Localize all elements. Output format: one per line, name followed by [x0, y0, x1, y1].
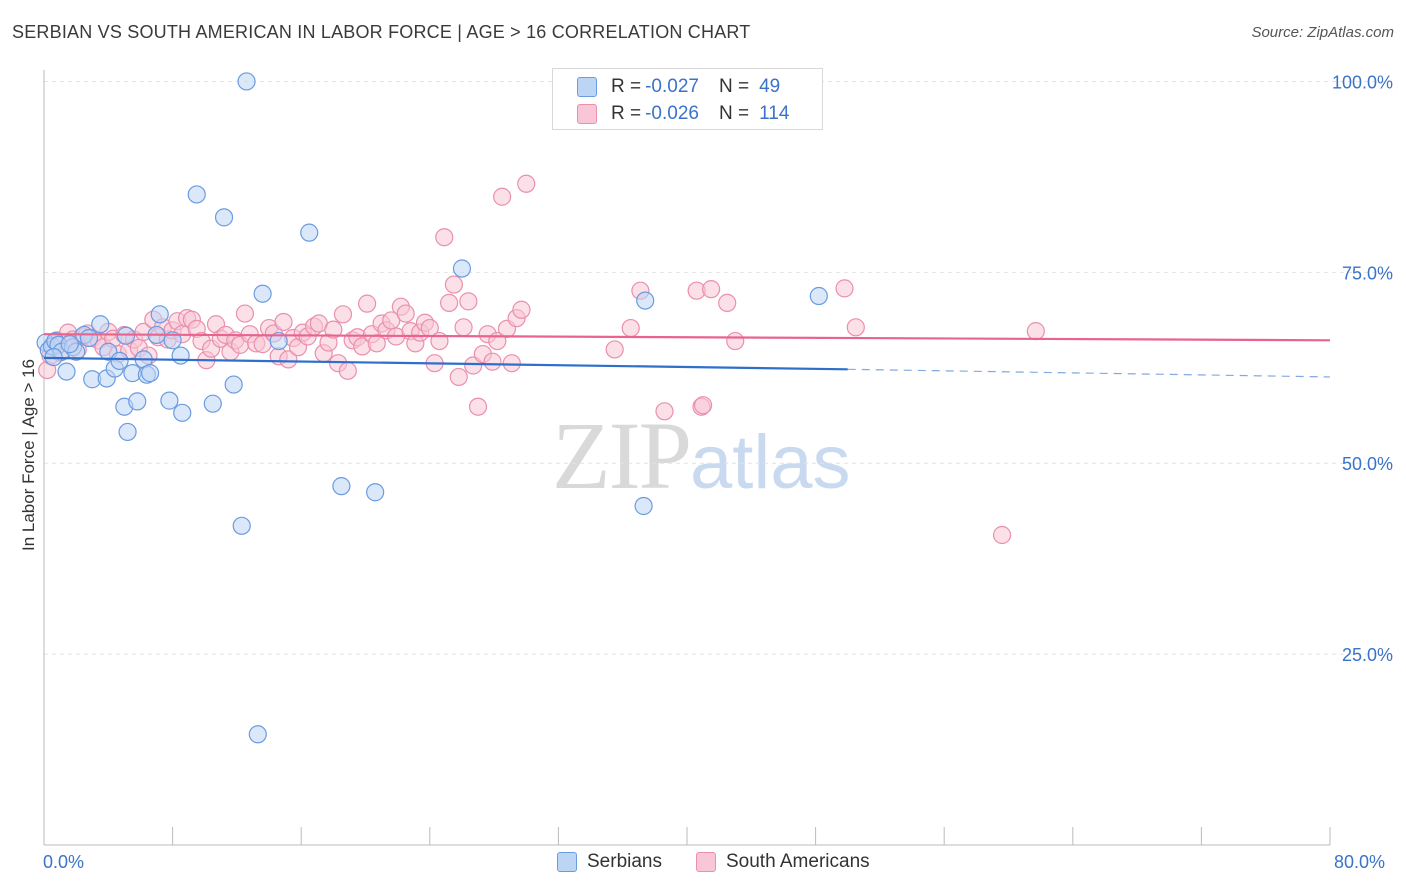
south-american-point	[279, 350, 298, 369]
south-american-point	[483, 352, 502, 371]
legend-swatch-south-americans	[577, 104, 597, 124]
serbian-point	[118, 422, 137, 442]
south-american-point	[702, 280, 721, 299]
south-american-point	[512, 300, 531, 319]
south-american-point	[235, 304, 255, 323]
y-tick-label: 100.0%	[1332, 72, 1393, 92]
legend-row-serbians: R = -0.027 N = 49	[577, 75, 780, 99]
series-legend: Serbians South Americans	[557, 851, 904, 873]
south-american-point	[444, 275, 464, 294]
south-american-point	[726, 331, 745, 351]
serbian-point	[203, 394, 222, 413]
ytick-layer: 25.0% 50.0% 75.0% 100.0%	[1332, 72, 1393, 665]
legend-item-serbians[interactable]: Serbians	[557, 851, 662, 873]
y-tick-label: 75.0%	[1342, 263, 1393, 283]
serbian-point	[60, 335, 79, 354]
south-american-point	[449, 367, 468, 387]
south-american-point	[468, 397, 488, 416]
south-american-point	[396, 304, 415, 323]
south-american-point	[333, 305, 353, 324]
serbian-point	[253, 284, 272, 303]
serbian-point	[128, 392, 147, 411]
axis-layer	[43, 70, 1331, 846]
serbian-trend-extension	[847, 368, 1331, 378]
legend-r-value: -0.026	[645, 103, 699, 124]
legend-n-label: N =	[718, 103, 750, 124]
south-american-point	[621, 318, 640, 338]
south-american-point	[992, 525, 1012, 545]
legend-n-value: 114	[759, 103, 790, 124]
serbian-point	[634, 496, 653, 516]
serbian-point	[79, 328, 99, 348]
serbian-point	[809, 286, 828, 306]
legend-n-value: 49	[759, 76, 781, 97]
serbian-point	[224, 375, 243, 394]
legend-n-label: N =	[718, 76, 750, 97]
serbian-point	[248, 725, 267, 744]
y-axis-label: In Labor Force | Age > 16	[19, 358, 38, 552]
serbian-point	[237, 72, 256, 91]
y-tick-label: 50.0%	[1342, 454, 1393, 474]
legend-r-value: -0.027	[645, 76, 699, 97]
legend-row-south-americans: R = -0.026 N = 114	[577, 102, 789, 126]
x-tick-label-max: 80.0%	[1334, 852, 1386, 872]
y-tick-label: 25.0%	[1342, 645, 1393, 665]
points-layer	[36, 72, 1045, 744]
serbian-point	[232, 516, 251, 535]
legend-r-label: R =	[611, 103, 642, 124]
south-american-point	[439, 293, 459, 312]
legend-item-south-americans[interactable]: South Americans	[696, 851, 870, 873]
legend-swatch-serbians	[557, 852, 577, 872]
south-american-point	[324, 320, 343, 339]
serbian-point	[269, 331, 288, 351]
serbian-point	[110, 351, 129, 371]
legend-r-label: R =	[611, 76, 642, 97]
serbian-point	[91, 315, 110, 334]
south-american-point	[274, 312, 293, 332]
south-american-point	[493, 187, 512, 206]
trend-layer	[43, 333, 1331, 378]
chart-source: Source: ZipAtlas.com	[1251, 24, 1394, 41]
south-american-point	[718, 293, 737, 312]
legend-swatch-south-americans	[696, 852, 716, 872]
south-american-trend-line	[43, 333, 1331, 342]
serbian-point	[214, 208, 234, 227]
serbian-trend-line	[43, 356, 848, 371]
stats-legend: R = -0.027 N = 49 R = -0.026 N = 114	[552, 68, 823, 130]
serbian-point	[366, 483, 385, 502]
x-tick-label-min: 0.0%	[43, 852, 85, 872]
serbian-point	[300, 223, 319, 242]
serbian-point	[160, 391, 179, 410]
south-american-point	[605, 340, 624, 359]
south-american-point	[517, 174, 536, 193]
south-american-point	[835, 279, 854, 298]
serbian-point	[173, 403, 192, 422]
south-american-point	[1026, 322, 1045, 341]
serbian-point	[116, 326, 136, 345]
legend-swatch-serbians	[577, 77, 597, 97]
south-american-point	[846, 318, 865, 337]
serbian-point	[163, 331, 182, 350]
south-american-point	[655, 402, 674, 421]
serbian-point	[332, 477, 351, 496]
south-american-point	[338, 361, 357, 380]
legend-label-south-americans: South Americans	[726, 851, 870, 872]
legend-label-serbians: Serbians	[587, 851, 662, 872]
serbian-point	[187, 185, 206, 204]
serbian-point	[57, 362, 76, 381]
serbian-point	[636, 291, 655, 310]
south-american-point	[693, 396, 713, 415]
serbian-point	[452, 259, 472, 278]
south-american-point	[358, 294, 377, 313]
serbian-point	[171, 346, 190, 365]
chart-title: SERBIAN VS SOUTH AMERICAN IN LABOR FORCE…	[12, 22, 751, 42]
south-american-point	[435, 228, 454, 247]
south-american-point	[459, 292, 478, 311]
south-american-point	[502, 354, 521, 373]
serbian-point	[150, 305, 169, 324]
south-american-point	[454, 318, 473, 337]
serbian-point	[140, 364, 160, 383]
